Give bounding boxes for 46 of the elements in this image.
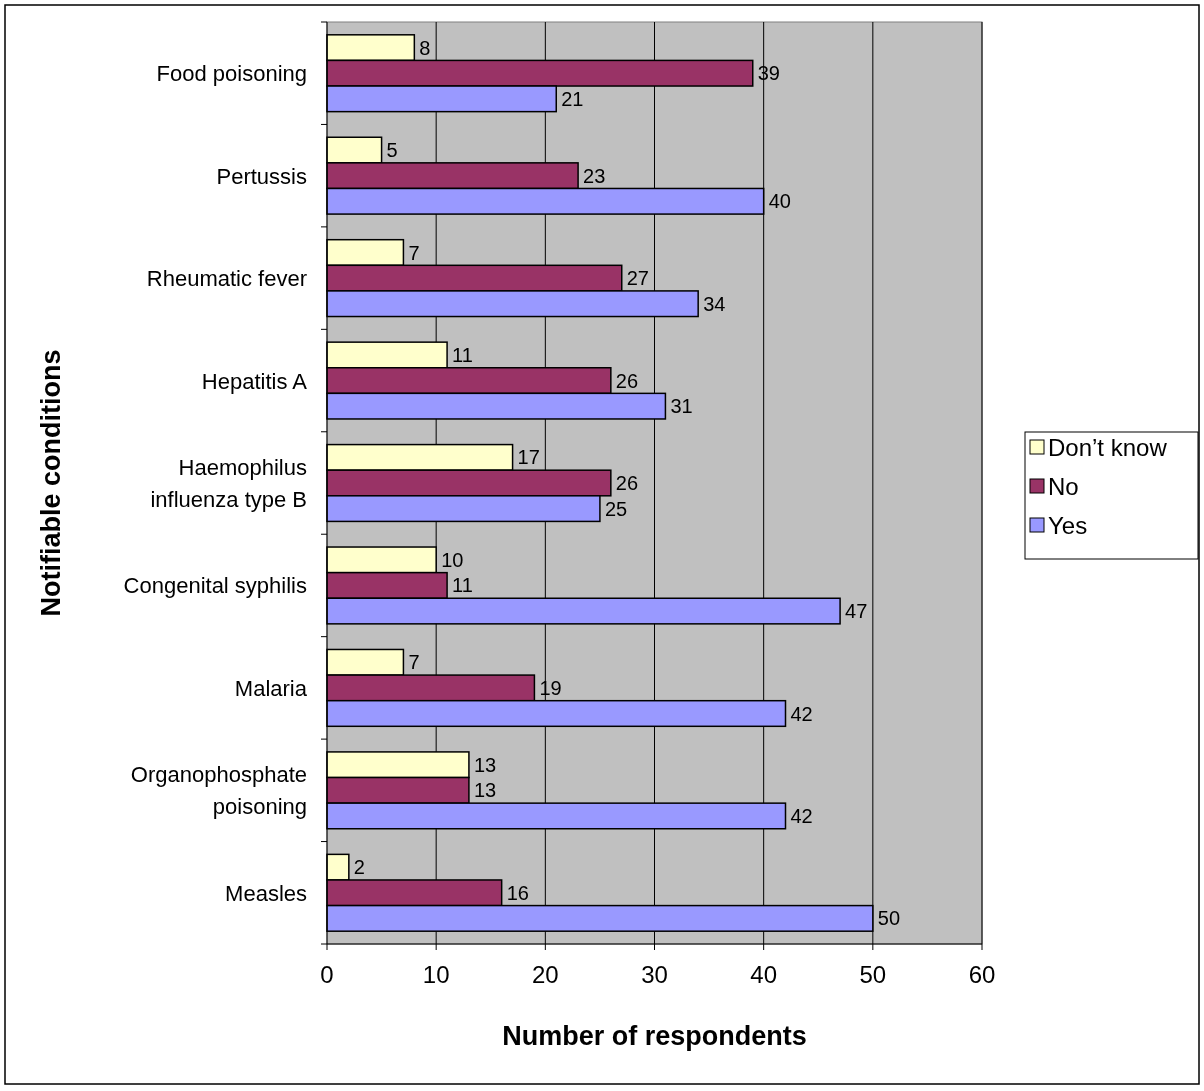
y-axis-title: Notifiable conditions [36, 349, 66, 617]
y-tick-label: Congenital syphilis [123, 572, 307, 598]
legend-label: Don’t know [1048, 433, 1168, 461]
data-label: 16 [506, 881, 529, 904]
data-label: 13 [473, 753, 497, 776]
data-label: 8 [419, 36, 431, 59]
data-label: 47 [845, 600, 868, 623]
data-label: 5 [386, 139, 398, 162]
y-tick-label: Rheumatic fever [146, 265, 307, 291]
data-label: 26 [615, 472, 639, 494]
x-tick-label: 40 [750, 960, 778, 988]
y-tick-label: Hepatitis A [201, 368, 308, 394]
legend-label: Yes [1048, 511, 1088, 539]
y-tick-label: Organophosphate poisoning [130, 761, 307, 819]
x-tick-label: 60 [968, 960, 996, 988]
data-label: 7 [408, 651, 420, 674]
y-tick-label: Malaria [234, 675, 308, 701]
x-axis-title: Number of respondents [502, 1021, 807, 1051]
y-tick-label: Pertussis [216, 163, 307, 189]
data-label: 25 [604, 497, 628, 520]
data-label: 2 [353, 856, 365, 879]
data-label: 17 [517, 446, 540, 469]
data-label: 11 [452, 574, 473, 597]
data-label: 31 [670, 395, 693, 418]
data-label: 11 [452, 343, 473, 366]
x-tick-label: 10 [422, 960, 450, 988]
data-label: 7 [408, 241, 420, 264]
data-label: 40 [768, 190, 791, 213]
data-label: 42 [790, 804, 813, 827]
data-label: 26 [615, 369, 639, 392]
data-label: 27 [626, 267, 649, 290]
data-label: 50 [877, 907, 901, 930]
data-label: 23 [583, 164, 606, 187]
data-label: 13 [473, 779, 497, 802]
data-label: 34 [703, 292, 726, 315]
x-tick-label: 50 [859, 960, 887, 988]
x-tick-label: 20 [531, 960, 559, 988]
y-tick-label: Food poisoning [156, 60, 307, 86]
legend-label: No [1048, 472, 1079, 500]
data-label: 42 [790, 702, 813, 725]
x-tick-label: 0 [320, 960, 334, 988]
data-label: 21 [561, 87, 584, 110]
data-label: 10 [441, 548, 464, 571]
x-tick-label: 30 [641, 960, 668, 988]
y-tick-label: Haemophilus influenza type B [150, 454, 307, 512]
y-tick-label: Measles [225, 880, 307, 906]
